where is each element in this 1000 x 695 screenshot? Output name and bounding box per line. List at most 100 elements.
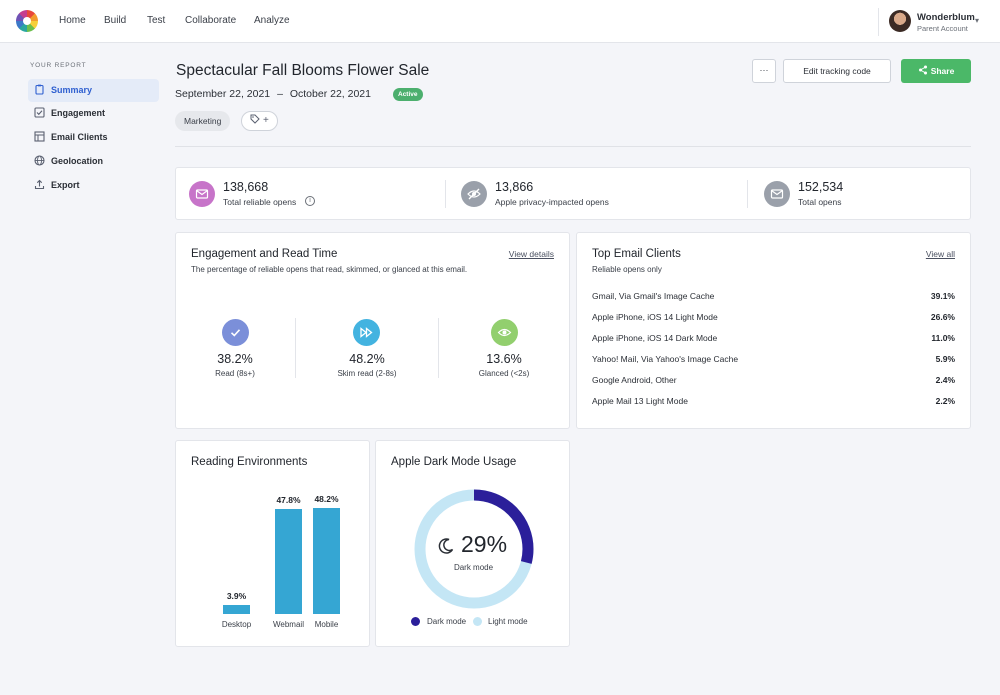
sidebar-heading: YOUR REPORT <box>30 62 87 69</box>
bar-category-label: Desktop <box>221 620 252 629</box>
engagement-label: Skim read (2-8s) <box>337 369 397 378</box>
clipboard-icon <box>34 84 45 95</box>
engagement-value: 13.6% <box>486 352 522 366</box>
reading-title: Reading Environments <box>191 456 308 468</box>
mail-check-icon <box>189 181 215 207</box>
bar-category-label: Webmail <box>273 620 304 629</box>
end-date: October 22, 2021 <box>289 88 371 100</box>
clients-subtitle: Reliable opens only <box>592 265 662 274</box>
share-button[interactable]: Share <box>901 59 971 83</box>
sidebar-item-label: Geolocation <box>51 156 104 166</box>
engagement-divider <box>295 318 296 378</box>
info-icon[interactable]: i <box>305 196 315 206</box>
client-name: Gmail, Via Gmail's Image Cache <box>592 291 715 301</box>
client-percentage: 11.0% <box>931 333 955 343</box>
nav-build[interactable]: Build <box>104 15 127 26</box>
page-title: Spectacular Fall Blooms Flower Sale <box>176 62 430 79</box>
donut-slice-dark-mode <box>414 489 534 609</box>
engagement-subtitle: The percentage of reliable opens that re… <box>191 265 468 274</box>
mail-icon <box>764 181 790 207</box>
darkmode-title: Apple Dark Mode Usage <box>391 456 517 468</box>
status-badge: Active <box>393 88 423 101</box>
bar-value-label: 48.2% <box>314 493 339 504</box>
moon-icon <box>436 536 456 556</box>
nav-test[interactable]: Test <box>147 15 166 26</box>
date-separator: – <box>277 88 283 100</box>
eye-off-icon <box>461 181 487 207</box>
client-name: Yahoo! Mail, Via Yahoo's Image Cache <box>592 354 739 364</box>
clients-title: Top Email Clients <box>592 248 681 260</box>
sidebar-item-label: Engagement <box>51 108 106 118</box>
brand-logo[interactable] <box>16 10 38 32</box>
legend-dark-swatch <box>411 617 420 626</box>
sidebar-item-summary[interactable]: Summary <box>28 79 159 102</box>
tag-chip[interactable]: Marketing <box>175 111 231 131</box>
user-role: Parent Account <box>917 24 968 33</box>
stat-label: Total reliable opens <box>223 197 297 207</box>
engagement-value: 48.2% <box>349 352 385 366</box>
stat-value: 138,668 <box>223 180 269 194</box>
bar-value-label: 47.8% <box>276 494 301 505</box>
sidebar-item-geolocation[interactable]: Geolocation <box>28 150 159 173</box>
stat-label: Total opens <box>798 197 842 207</box>
avatar[interactable] <box>889 10 911 32</box>
view-details-link[interactable]: View details <box>508 249 554 259</box>
stats-card: 138,668 Total reliable opens i 13,866 Ap… <box>175 167 971 220</box>
add-tag-button[interactable]: + <box>241 111 278 131</box>
email-clients-card: Top Email Clients Reliable opens only Vi… <box>576 232 971 429</box>
header-divider <box>175 146 971 147</box>
bar-category-label: Mobile <box>314 620 339 629</box>
sidebar-item-label: Email Clients <box>51 132 108 142</box>
sidebar-item-export[interactable]: Export <box>28 174 159 197</box>
client-percentage: 2.2% <box>935 396 955 406</box>
client-percentage: 26.6% <box>930 312 955 322</box>
client-percentage: 2.4% <box>935 375 955 385</box>
stat-divider <box>747 180 748 208</box>
legend-dark-label: Dark mode <box>427 617 467 626</box>
edit-tracking-code-button[interactable]: Edit tracking code <box>783 59 891 83</box>
stat-divider <box>445 180 446 208</box>
client-name: Google Android, Other <box>592 375 677 385</box>
fast-forward-icon <box>353 319 380 346</box>
checkbox-icon <box>34 107 45 118</box>
bar-webmail <box>275 508 302 614</box>
dark-mode-donut-chart <box>414 489 534 609</box>
reading-bar-chart: 3.9% Desktop 47.8% Webmail 48.2% Mobile <box>176 441 371 648</box>
engagement-label: Read (8s+) <box>215 369 255 378</box>
start-date: September 22, 2021 <box>175 88 271 100</box>
dark-mode-percentage: 29% <box>461 531 508 557</box>
engagement-card: Engagement and Read Time The percentage … <box>175 232 570 429</box>
date-range: September 22, 2021 – October 22, 2021 <box>175 88 371 100</box>
legend-light-label: Light mode <box>488 617 528 626</box>
nav-collaborate[interactable]: Collaborate <box>185 15 237 26</box>
stat-label: Apple privacy-impacted opens <box>495 197 609 207</box>
sidebar-item-label: Export <box>51 180 80 190</box>
engagement-title: Engagement and Read Time <box>191 248 338 260</box>
nav-home[interactable]: Home <box>59 15 86 26</box>
reading-environments-card: Reading Environments 3.9% Desktop 47.8% Web… <box>175 440 370 647</box>
chevron-down-icon[interactable]: ▾ <box>975 16 980 25</box>
stat-value: 13,866 <box>495 180 534 194</box>
plus-icon: + <box>262 115 269 126</box>
user-divider <box>878 8 879 36</box>
bar-desktop <box>223 605 250 614</box>
bar-value-label: 3.9% <box>226 591 247 602</box>
user-name[interactable]: Wonderblum <box>917 12 975 23</box>
share-icon <box>918 65 927 75</box>
engagement-label: Glanced (<2s) <box>478 369 530 378</box>
share-label: Share <box>930 66 955 76</box>
dark-mode-center-label: Dark mode <box>453 563 494 572</box>
layout-icon <box>34 131 45 142</box>
sidebar-item-engagement[interactable]: Engagement <box>28 102 159 125</box>
nav-analyze[interactable]: Analyze <box>254 15 290 26</box>
dark-mode-card: Apple Dark Mode Usage 29% Dark mode Dark… <box>375 440 570 647</box>
eye-icon <box>491 319 518 346</box>
client-percentage: 39.1% <box>930 291 955 301</box>
engagement-value: 38.2% <box>217 352 253 366</box>
sidebar-item-email-clients[interactable]: Email Clients <box>28 126 159 149</box>
client-name: Apple Mail 13 Light Mode <box>592 396 688 406</box>
client-name: Apple iPhone, iOS 14 Dark Mode <box>592 333 718 343</box>
more-options-button[interactable]: ··· <box>752 59 776 83</box>
view-all-link[interactable]: View all <box>925 249 955 259</box>
top-navigation: Home Build Test Collaborate Analyze Wond… <box>0 0 1000 43</box>
